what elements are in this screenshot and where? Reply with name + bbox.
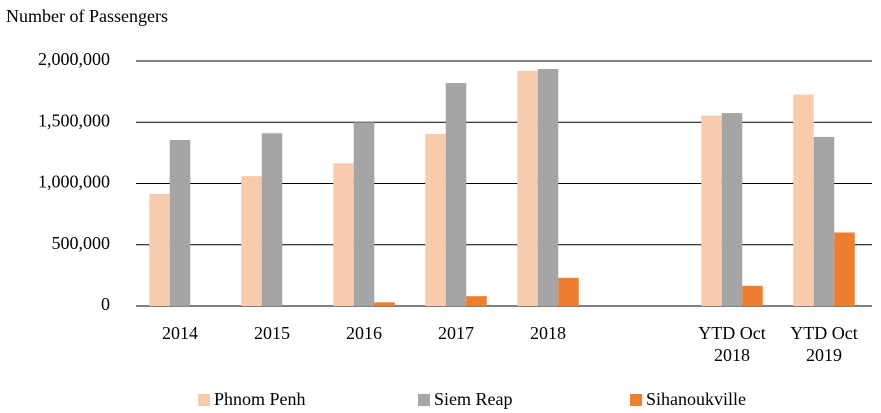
legend-swatch xyxy=(418,394,430,406)
bar xyxy=(374,302,395,306)
x-tick-label: YTD Oct 2018 xyxy=(698,323,766,365)
bar xyxy=(517,70,538,306)
y-tick-label: 500,000 xyxy=(52,233,111,253)
legend-label: Phnom Penh xyxy=(214,389,306,409)
bar xyxy=(793,94,814,306)
y-tick-label: 0 xyxy=(101,294,110,314)
y-tick-label: 1,500,000 xyxy=(38,110,110,130)
bar xyxy=(149,193,170,306)
y-tick-label: 2,000,000 xyxy=(38,49,110,69)
x-tick-label: 2014 xyxy=(162,323,198,343)
bar xyxy=(721,113,743,306)
bar xyxy=(169,140,191,306)
legend-label: Sihanoukville xyxy=(646,389,746,409)
bar xyxy=(537,68,559,307)
bar xyxy=(353,122,375,306)
bar xyxy=(813,136,835,306)
bar xyxy=(445,83,467,306)
x-tick-label: 2016 xyxy=(346,323,382,343)
bar xyxy=(466,296,487,306)
bar xyxy=(742,285,763,306)
legend-swatch xyxy=(630,394,642,406)
y-tick-label: 1,000,000 xyxy=(38,172,110,192)
bar xyxy=(241,176,262,306)
x-tick-label: 2017 xyxy=(438,323,474,343)
y-axis-title: Number of Passengers xyxy=(6,6,168,26)
legend-swatch xyxy=(198,394,210,406)
legend-label: Siem Reap xyxy=(434,389,513,409)
x-tick-label: YTD Oct 2019 xyxy=(790,323,858,365)
bar xyxy=(701,115,722,306)
bar xyxy=(425,133,446,306)
x-tick-label: 2018 xyxy=(530,323,566,343)
bar xyxy=(333,163,354,306)
bar xyxy=(558,277,579,306)
x-tick-label: 2015 xyxy=(254,323,290,343)
bar xyxy=(261,133,283,306)
bar xyxy=(834,232,855,306)
